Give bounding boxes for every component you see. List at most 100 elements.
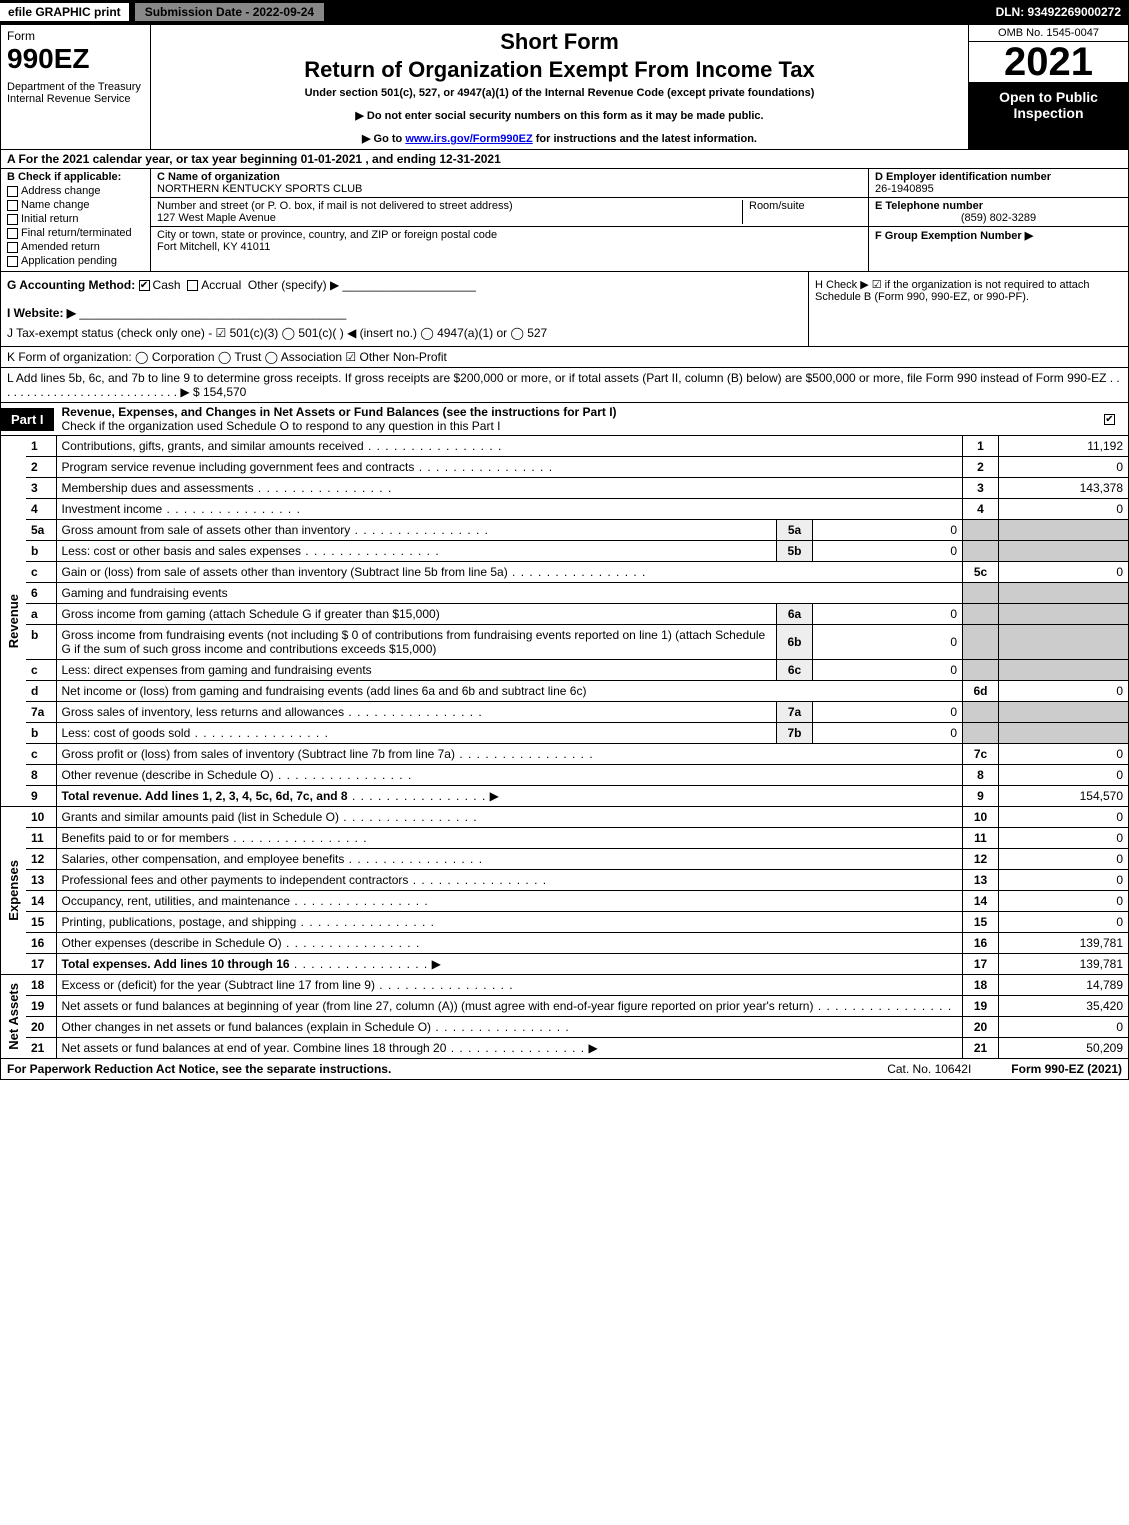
lt: Gain or (loss) from sale of assets other… <box>56 562 963 583</box>
ln: 9 <box>26 786 56 807</box>
ln: 7a <box>26 702 56 723</box>
lt: Other changes in net assets or fund bala… <box>56 1017 963 1038</box>
part1-tag: Part I <box>1 408 54 431</box>
checkbox-icon[interactable] <box>7 214 18 225</box>
row-gh: G Accounting Method: ✔Cash Accrual Other… <box>0 272 1129 347</box>
lv: 50,209 <box>999 1038 1129 1059</box>
irs-link[interactable]: www.irs.gov/Form990EZ <box>405 133 532 145</box>
lv <box>999 625 1129 660</box>
expenses-label: Expenses <box>6 860 21 921</box>
lt: Gross amount from sale of assets other t… <box>56 520 777 541</box>
lv: 0 <box>999 849 1129 870</box>
table-row: 21 Net assets or fund balances at end of… <box>1 1038 1129 1059</box>
checkbox-icon[interactable]: ✔ <box>1104 414 1115 425</box>
department-label: Department of the Treasury Internal Reve… <box>7 81 144 105</box>
org-street: 127 West Maple Avenue <box>157 212 276 224</box>
subn: 7b <box>777 723 813 744</box>
lno: 9 <box>963 786 999 807</box>
revenue-side: Revenue <box>1 436 27 807</box>
revenue-label: Revenue <box>6 594 21 648</box>
efile-label: efile GRAPHIC print <box>0 3 129 21</box>
subv: 0 <box>813 702 963 723</box>
lt: Less: cost or other basis and sales expe… <box>56 541 777 562</box>
ln: a <box>26 604 56 625</box>
line-a: A For the 2021 calendar year, or tax yea… <box>0 150 1129 169</box>
c-name-lbl: C Name of organization <box>157 171 280 183</box>
table-row: 8 Other revenue (describe in Schedule O)… <box>1 765 1129 786</box>
table-row: 13 Professional fees and other payments … <box>1 870 1129 891</box>
checkbox-icon[interactable] <box>7 256 18 267</box>
netassets-side: Net Assets <box>1 975 27 1059</box>
part1-check: ✔ <box>1104 412 1128 426</box>
lno: 13 <box>963 870 999 891</box>
lno: 15 <box>963 912 999 933</box>
ln: 5a <box>26 520 56 541</box>
subn: 6b <box>777 625 813 660</box>
table-row: 16 Other expenses (describe in Schedule … <box>1 933 1129 954</box>
lv: 0 <box>999 499 1129 520</box>
subn: 6c <box>777 660 813 681</box>
lno: 12 <box>963 849 999 870</box>
lt-text: Gain or (loss) from sale of assets other… <box>62 565 647 579</box>
checkbox-icon[interactable] <box>7 186 18 197</box>
subv: 0 <box>813 541 963 562</box>
table-row: b Less: cost of goods sold 7b 0 <box>1 723 1129 744</box>
lv: 0 <box>999 828 1129 849</box>
table-row: b Less: cost or other basis and sales ex… <box>1 541 1129 562</box>
lt: Excess or (deficit) for the year (Subtra… <box>56 975 963 996</box>
checkbox-accrual[interactable] <box>187 280 198 291</box>
chk-amended: Amended return <box>7 241 144 253</box>
lno <box>963 723 999 744</box>
lt-text: Total expenses. Add lines 10 through 16 <box>62 957 290 971</box>
ln: b <box>26 625 56 660</box>
lv <box>999 702 1129 723</box>
lno: 14 <box>963 891 999 912</box>
table-row: 3 Membership dues and assessments 3 143,… <box>1 478 1129 499</box>
lno: 11 <box>963 828 999 849</box>
ln: 8 <box>26 765 56 786</box>
lt-text: Contributions, gifts, grants, and simila… <box>62 439 503 453</box>
lno <box>963 625 999 660</box>
lt: Benefits paid to or for members <box>56 828 963 849</box>
lt: Gross income from gaming (attach Schedul… <box>56 604 777 625</box>
lno: 8 <box>963 765 999 786</box>
table-row: Revenue 1 Contributions, gifts, grants, … <box>1 436 1129 457</box>
lt-text: Other expenses (describe in Schedule O) <box>62 936 421 950</box>
lt: Total revenue. Add lines 1, 2, 3, 4, 5c,… <box>56 786 963 807</box>
checkbox-icon[interactable] <box>7 242 18 253</box>
lno: 4 <box>963 499 999 520</box>
ln: c <box>26 660 56 681</box>
ln: b <box>26 723 56 744</box>
footer-form: Form 990-EZ (2021) <box>1011 1062 1122 1076</box>
table-row: c Gain or (loss) from sale of assets oth… <box>1 562 1129 583</box>
opt-pending: Application pending <box>21 255 117 267</box>
lt: Salaries, other compensation, and employ… <box>56 849 963 870</box>
lv <box>999 723 1129 744</box>
table-row: 19 Net assets or fund balances at beginn… <box>1 996 1129 1017</box>
c-street-row: Number and street (or P. O. box, if mail… <box>151 198 868 227</box>
i-website: I Website: ▶ <box>7 306 76 320</box>
opt-amended: Amended return <box>21 241 100 253</box>
lt-text: Program service revenue including govern… <box>62 460 554 474</box>
c-city-row: City or town, state or province, country… <box>151 227 868 255</box>
checkbox-icon[interactable] <box>7 228 18 239</box>
lv: 0 <box>999 807 1129 828</box>
row-k: K Form of organization: ◯ Corporation ◯ … <box>0 347 1129 368</box>
checkbox-icon[interactable] <box>7 200 18 211</box>
chk-initial: Initial return <box>7 213 144 225</box>
table-row: Expenses 10 Grants and similar amounts p… <box>1 807 1129 828</box>
checkbox-cash[interactable]: ✔ <box>139 280 150 291</box>
lv: 143,378 <box>999 478 1129 499</box>
chk-pending: Application pending <box>7 255 144 267</box>
row-l: L Add lines 5b, 6c, and 7b to line 9 to … <box>0 368 1129 403</box>
lno <box>963 702 999 723</box>
lno <box>963 604 999 625</box>
lt-text: Salaries, other compensation, and employ… <box>62 852 484 866</box>
lv: 0 <box>999 912 1129 933</box>
table-row: c Gross profit or (loss) from sales of i… <box>1 744 1129 765</box>
lt-text: Excess or (deficit) for the year (Subtra… <box>62 978 514 992</box>
lno: 17 <box>963 954 999 975</box>
lt-text: Membership dues and assessments <box>62 481 393 495</box>
lt-text: Net assets or fund balances at beginning… <box>62 999 953 1013</box>
e-row: E Telephone number (859) 802-3289 <box>869 198 1128 227</box>
